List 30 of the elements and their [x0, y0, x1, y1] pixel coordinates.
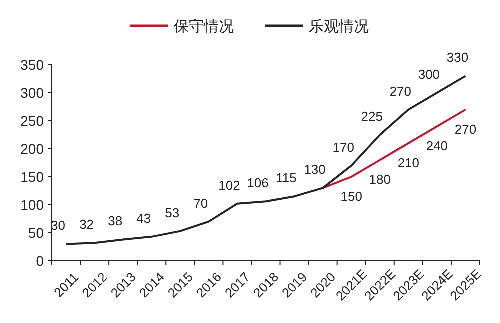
- legend-label: 保守情况: [174, 18, 234, 36]
- data-label: 270: [390, 84, 412, 99]
- data-label: 270: [454, 122, 477, 137]
- data-label: 106: [247, 176, 269, 191]
- data-label: 180: [369, 172, 391, 188]
- y-tick-label: 150: [20, 168, 44, 185]
- data-label: 102: [218, 178, 240, 193]
- y-tick-label: 350: [20, 56, 44, 73]
- y-tick-label: 100: [20, 196, 44, 213]
- data-label: 150: [340, 189, 362, 204]
- y-tick-label: 200: [20, 140, 44, 157]
- data-label: 240: [426, 138, 448, 154]
- y-tick-label: 50: [28, 224, 44, 241]
- data-label: 130: [304, 162, 326, 178]
- y-tick-label: 250: [20, 112, 44, 129]
- data-label: 70: [194, 196, 208, 211]
- data-label: 32: [80, 217, 94, 232]
- data-label: 43: [136, 210, 152, 226]
- data-label: 300: [418, 67, 440, 82]
- data-label: 330: [446, 50, 469, 66]
- data-label: 115: [276, 170, 297, 186]
- data-label: 53: [165, 205, 180, 220]
- data-label: 210: [398, 155, 420, 170]
- y-tick-label: 0: [36, 252, 44, 269]
- data-label: 170: [332, 140, 354, 155]
- legend-label: 乐观情况: [309, 18, 369, 36]
- data-label: 225: [361, 109, 383, 124]
- data-label: 38: [108, 214, 123, 229]
- y-tick-label: 300: [20, 84, 44, 101]
- data-label: 30: [51, 218, 66, 234]
